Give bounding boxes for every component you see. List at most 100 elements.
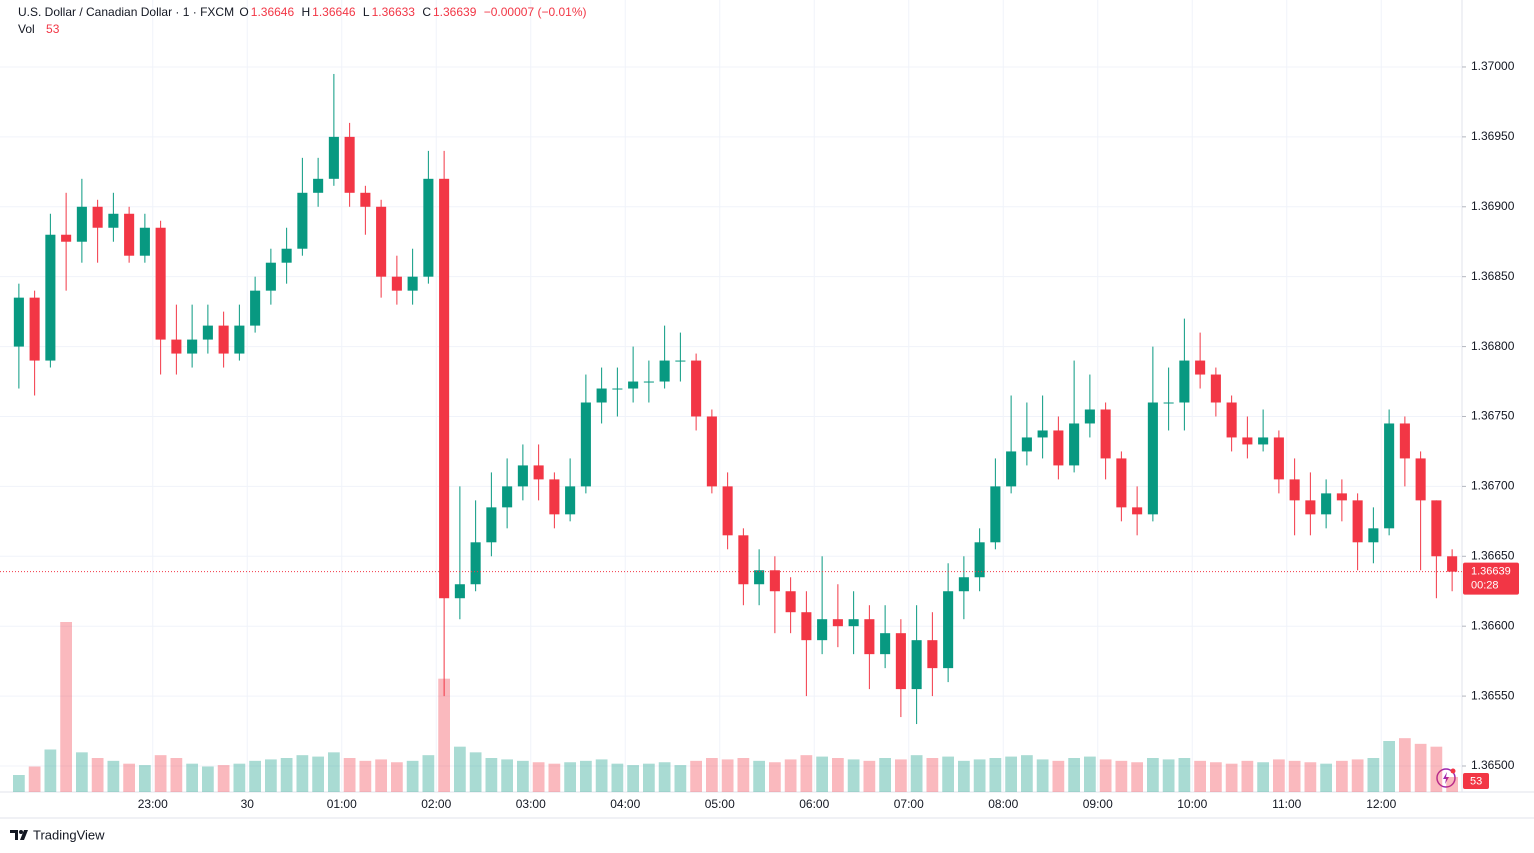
- candle-body: [943, 591, 954, 669]
- volume-bar: [60, 622, 72, 792]
- x-tick-label: 04:00: [610, 797, 640, 811]
- candle-body: [864, 619, 875, 655]
- y-tick-label: 1.36600: [1471, 618, 1515, 632]
- candle-body: [1368, 528, 1379, 543]
- candle-body: [1415, 458, 1426, 501]
- x-tick-label: 08:00: [988, 797, 1018, 811]
- candle-body: [801, 612, 812, 641]
- volume-bar: [1084, 756, 1096, 792]
- volume-bar: [1414, 743, 1427, 792]
- candle-body: [1053, 430, 1064, 466]
- volume-bar: [769, 762, 781, 792]
- candle-body: [76, 206, 87, 242]
- volume-bar: [265, 759, 277, 792]
- candle-body: [659, 360, 670, 382]
- volume-bar: [1304, 762, 1317, 792]
- candle-body: [533, 465, 544, 480]
- candle-body: [1163, 402, 1174, 404]
- candle-body: [376, 206, 387, 277]
- volume-bar: [406, 760, 419, 792]
- candle-body: [92, 206, 103, 228]
- volume-bar: [863, 760, 876, 792]
- ohlc-value: 1.36646: [312, 5, 356, 19]
- y-tick-label: 1.36750: [1471, 409, 1515, 423]
- volume-bar: [627, 765, 639, 792]
- candle-body: [1321, 493, 1332, 515]
- candle-body: [1021, 437, 1032, 452]
- ohlc-h: H 1.36646: [302, 5, 358, 19]
- candle-body: [565, 486, 576, 515]
- volume-bar: [186, 763, 198, 792]
- volume-bar: [784, 759, 797, 792]
- candle-body: [596, 388, 607, 403]
- y-tick-label: 1.37000: [1471, 59, 1515, 73]
- candle-body: [785, 591, 796, 613]
- countdown: 00:28: [1471, 580, 1499, 592]
- candle-body: [1384, 423, 1395, 529]
- x-tick-label: 03:00: [516, 797, 546, 811]
- candle-body: [1037, 430, 1048, 438]
- candle-body: [171, 339, 182, 354]
- candle-body: [1258, 437, 1269, 445]
- volume-bar: [1336, 760, 1348, 792]
- volume-bar: [123, 763, 135, 792]
- candle-body: [895, 633, 906, 690]
- volume-bar: [454, 746, 466, 792]
- candle-body: [1069, 423, 1080, 466]
- ohlc-label: O: [239, 5, 249, 19]
- candle-body: [423, 178, 434, 277]
- volume-bar: [76, 752, 88, 792]
- volume-bar: [910, 755, 923, 792]
- volume-bar: [564, 762, 576, 792]
- volume-bar: [690, 760, 702, 792]
- volume-bar: [973, 759, 986, 792]
- candle-body: [643, 381, 654, 383]
- x-tick-label: 23:00: [138, 797, 168, 811]
- volume-bar: [532, 762, 545, 792]
- candle-body: [1006, 451, 1017, 487]
- candle-body: [817, 619, 828, 641]
- legend: U.S. Dollar / Canadian Dollar · 1 · FXCM…: [18, 4, 588, 38]
- candle-body: [1447, 556, 1458, 572]
- volume-bar: [1399, 738, 1411, 792]
- volume-legend: Vol 53: [18, 21, 588, 38]
- symbol-title: U.S. Dollar / Canadian Dollar · 1 · FXCM: [18, 5, 235, 19]
- volume-bar: [611, 763, 624, 792]
- candle-body: [45, 234, 56, 361]
- volume-bar: [926, 758, 939, 792]
- volume-bar: [375, 759, 387, 792]
- volume-bar: [517, 760, 529, 792]
- volume-bar: [753, 760, 765, 792]
- volume-bar: [13, 775, 25, 792]
- candle-body: [580, 402, 591, 487]
- y-tick-label: 1.36700: [1471, 479, 1515, 493]
- ohlc-label: L: [362, 5, 370, 19]
- volume-bar: [1210, 762, 1222, 792]
- candle-body: [1116, 458, 1127, 508]
- x-tick-label: 10:00: [1177, 797, 1207, 811]
- volume-bar: [958, 760, 970, 792]
- ohlc-value: 1.36639: [433, 5, 477, 19]
- candle-body: [1210, 374, 1221, 403]
- candle-body: [927, 640, 938, 669]
- volume-bar: [674, 765, 687, 792]
- candle-body: [1179, 360, 1190, 403]
- candle-body: [313, 178, 324, 193]
- volume-bar: [485, 758, 498, 792]
- volume-bar: [895, 759, 907, 792]
- candle-body: [706, 416, 717, 487]
- last-price-label: 1.36639: [1471, 566, 1511, 578]
- candle-body: [234, 325, 245, 354]
- volume-name: Vol: [18, 22, 35, 36]
- y-tick-label: 1.36800: [1471, 339, 1515, 353]
- lightning-icon: [1436, 768, 1456, 788]
- volume-bar: [217, 765, 230, 792]
- ohlc-c: C 1.36639: [422, 5, 478, 19]
- candle-body: [502, 486, 513, 508]
- volume-bar: [469, 752, 482, 792]
- volume-bar: [202, 766, 214, 792]
- candle-body: [454, 584, 465, 599]
- candle-body: [675, 360, 686, 362]
- volume-bar: [1367, 758, 1380, 792]
